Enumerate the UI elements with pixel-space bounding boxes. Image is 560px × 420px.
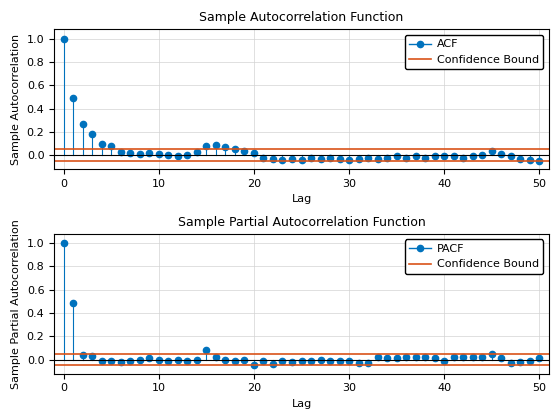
Y-axis label: Sample Autocorrelation: Sample Autocorrelation [11,34,21,165]
Y-axis label: Sample Partial Autocorrelation: Sample Partial Autocorrelation [11,219,21,388]
X-axis label: Lag: Lag [291,399,311,409]
Title: Sample Autocorrelation Function: Sample Autocorrelation Function [199,11,404,24]
Legend: PACF, Confidence Bound: PACF, Confidence Bound [404,239,543,274]
Title: Sample Partial Autocorrelation Function: Sample Partial Autocorrelation Function [178,215,426,228]
X-axis label: Lag: Lag [291,194,311,205]
Legend: ACF, Confidence Bound: ACF, Confidence Bound [404,35,543,69]
